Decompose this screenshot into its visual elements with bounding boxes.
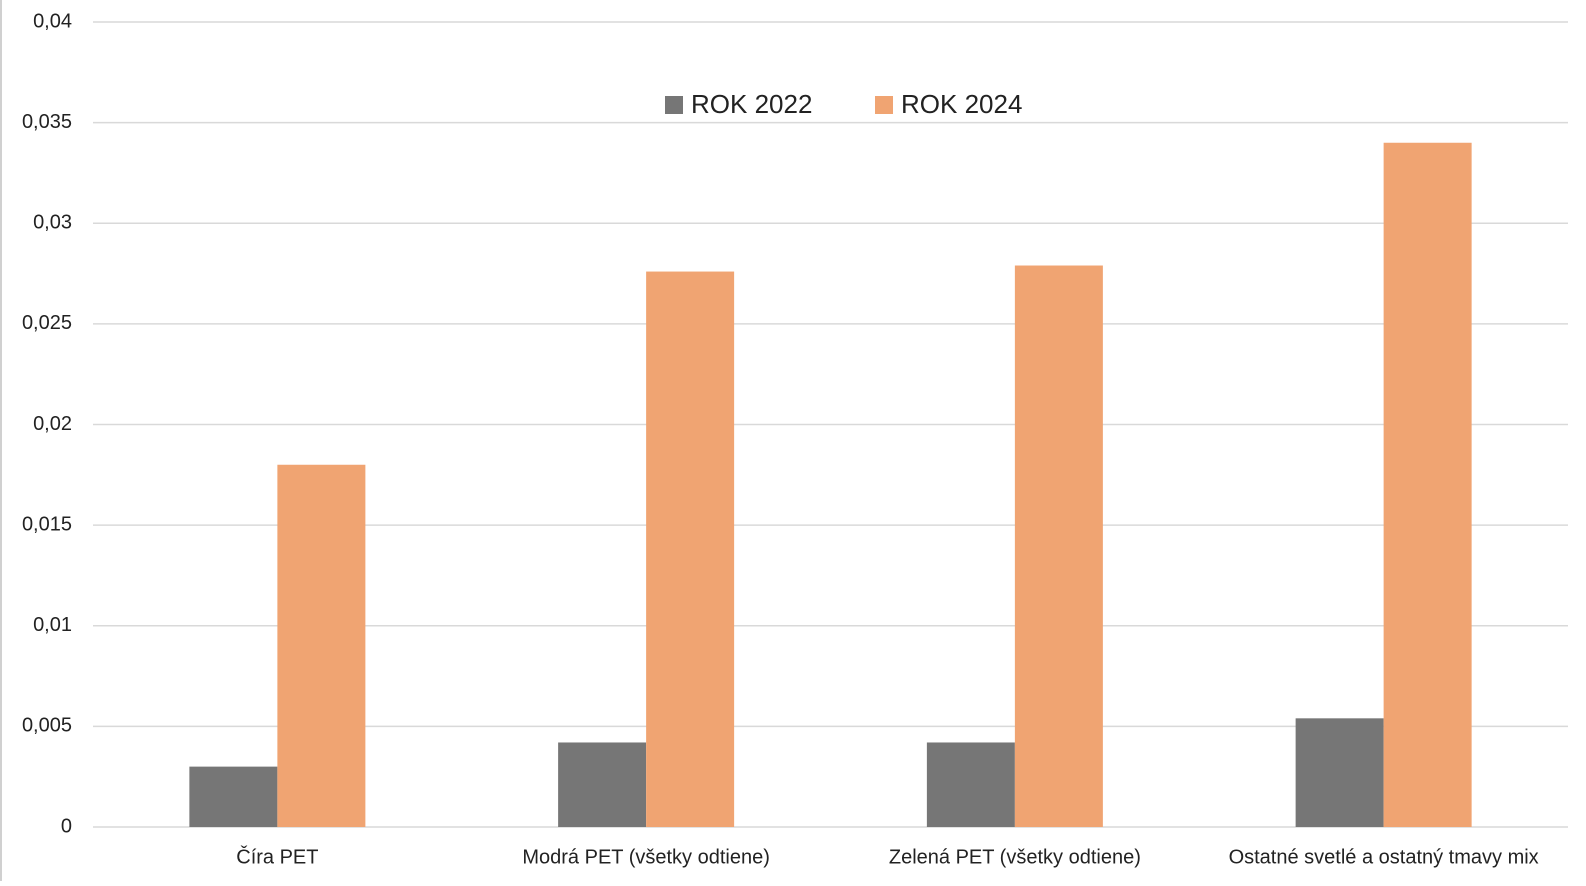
y-tick-label: 0,02: [33, 413, 72, 435]
legend-swatch: [665, 96, 683, 114]
bar: [277, 464, 366, 827]
x-tick-label: Ostatné svetlé a ostatný tmavy mix: [1229, 846, 1539, 868]
x-tick-label: Modrá PET (všetky odtiene): [522, 846, 770, 868]
bar: [1295, 718, 1384, 827]
bar: [1383, 142, 1472, 827]
legend-label: ROK 2024: [901, 89, 1022, 119]
x-tick-label: Zelená PET (všetky odtiene): [889, 846, 1141, 868]
y-tick-label: 0,015: [22, 513, 72, 535]
x-tick-label: Číra PET: [236, 845, 318, 868]
y-tick-label: 0,03: [33, 212, 72, 234]
y-tick-label: 0,025: [22, 312, 72, 334]
legend-label: ROK 2022: [691, 89, 812, 119]
bar: [646, 271, 735, 827]
y-tick-label: 0,04: [33, 10, 72, 32]
y-tick-label: 0,035: [22, 111, 72, 133]
bar: [926, 742, 1015, 827]
y-tick-label: 0: [61, 815, 72, 837]
bar: [1014, 265, 1103, 827]
bar: [558, 742, 647, 827]
y-tick-label: 0,01: [33, 614, 72, 636]
legend-swatch: [875, 96, 893, 114]
bar: [189, 766, 278, 827]
y-tick-label: 0,005: [22, 715, 72, 737]
